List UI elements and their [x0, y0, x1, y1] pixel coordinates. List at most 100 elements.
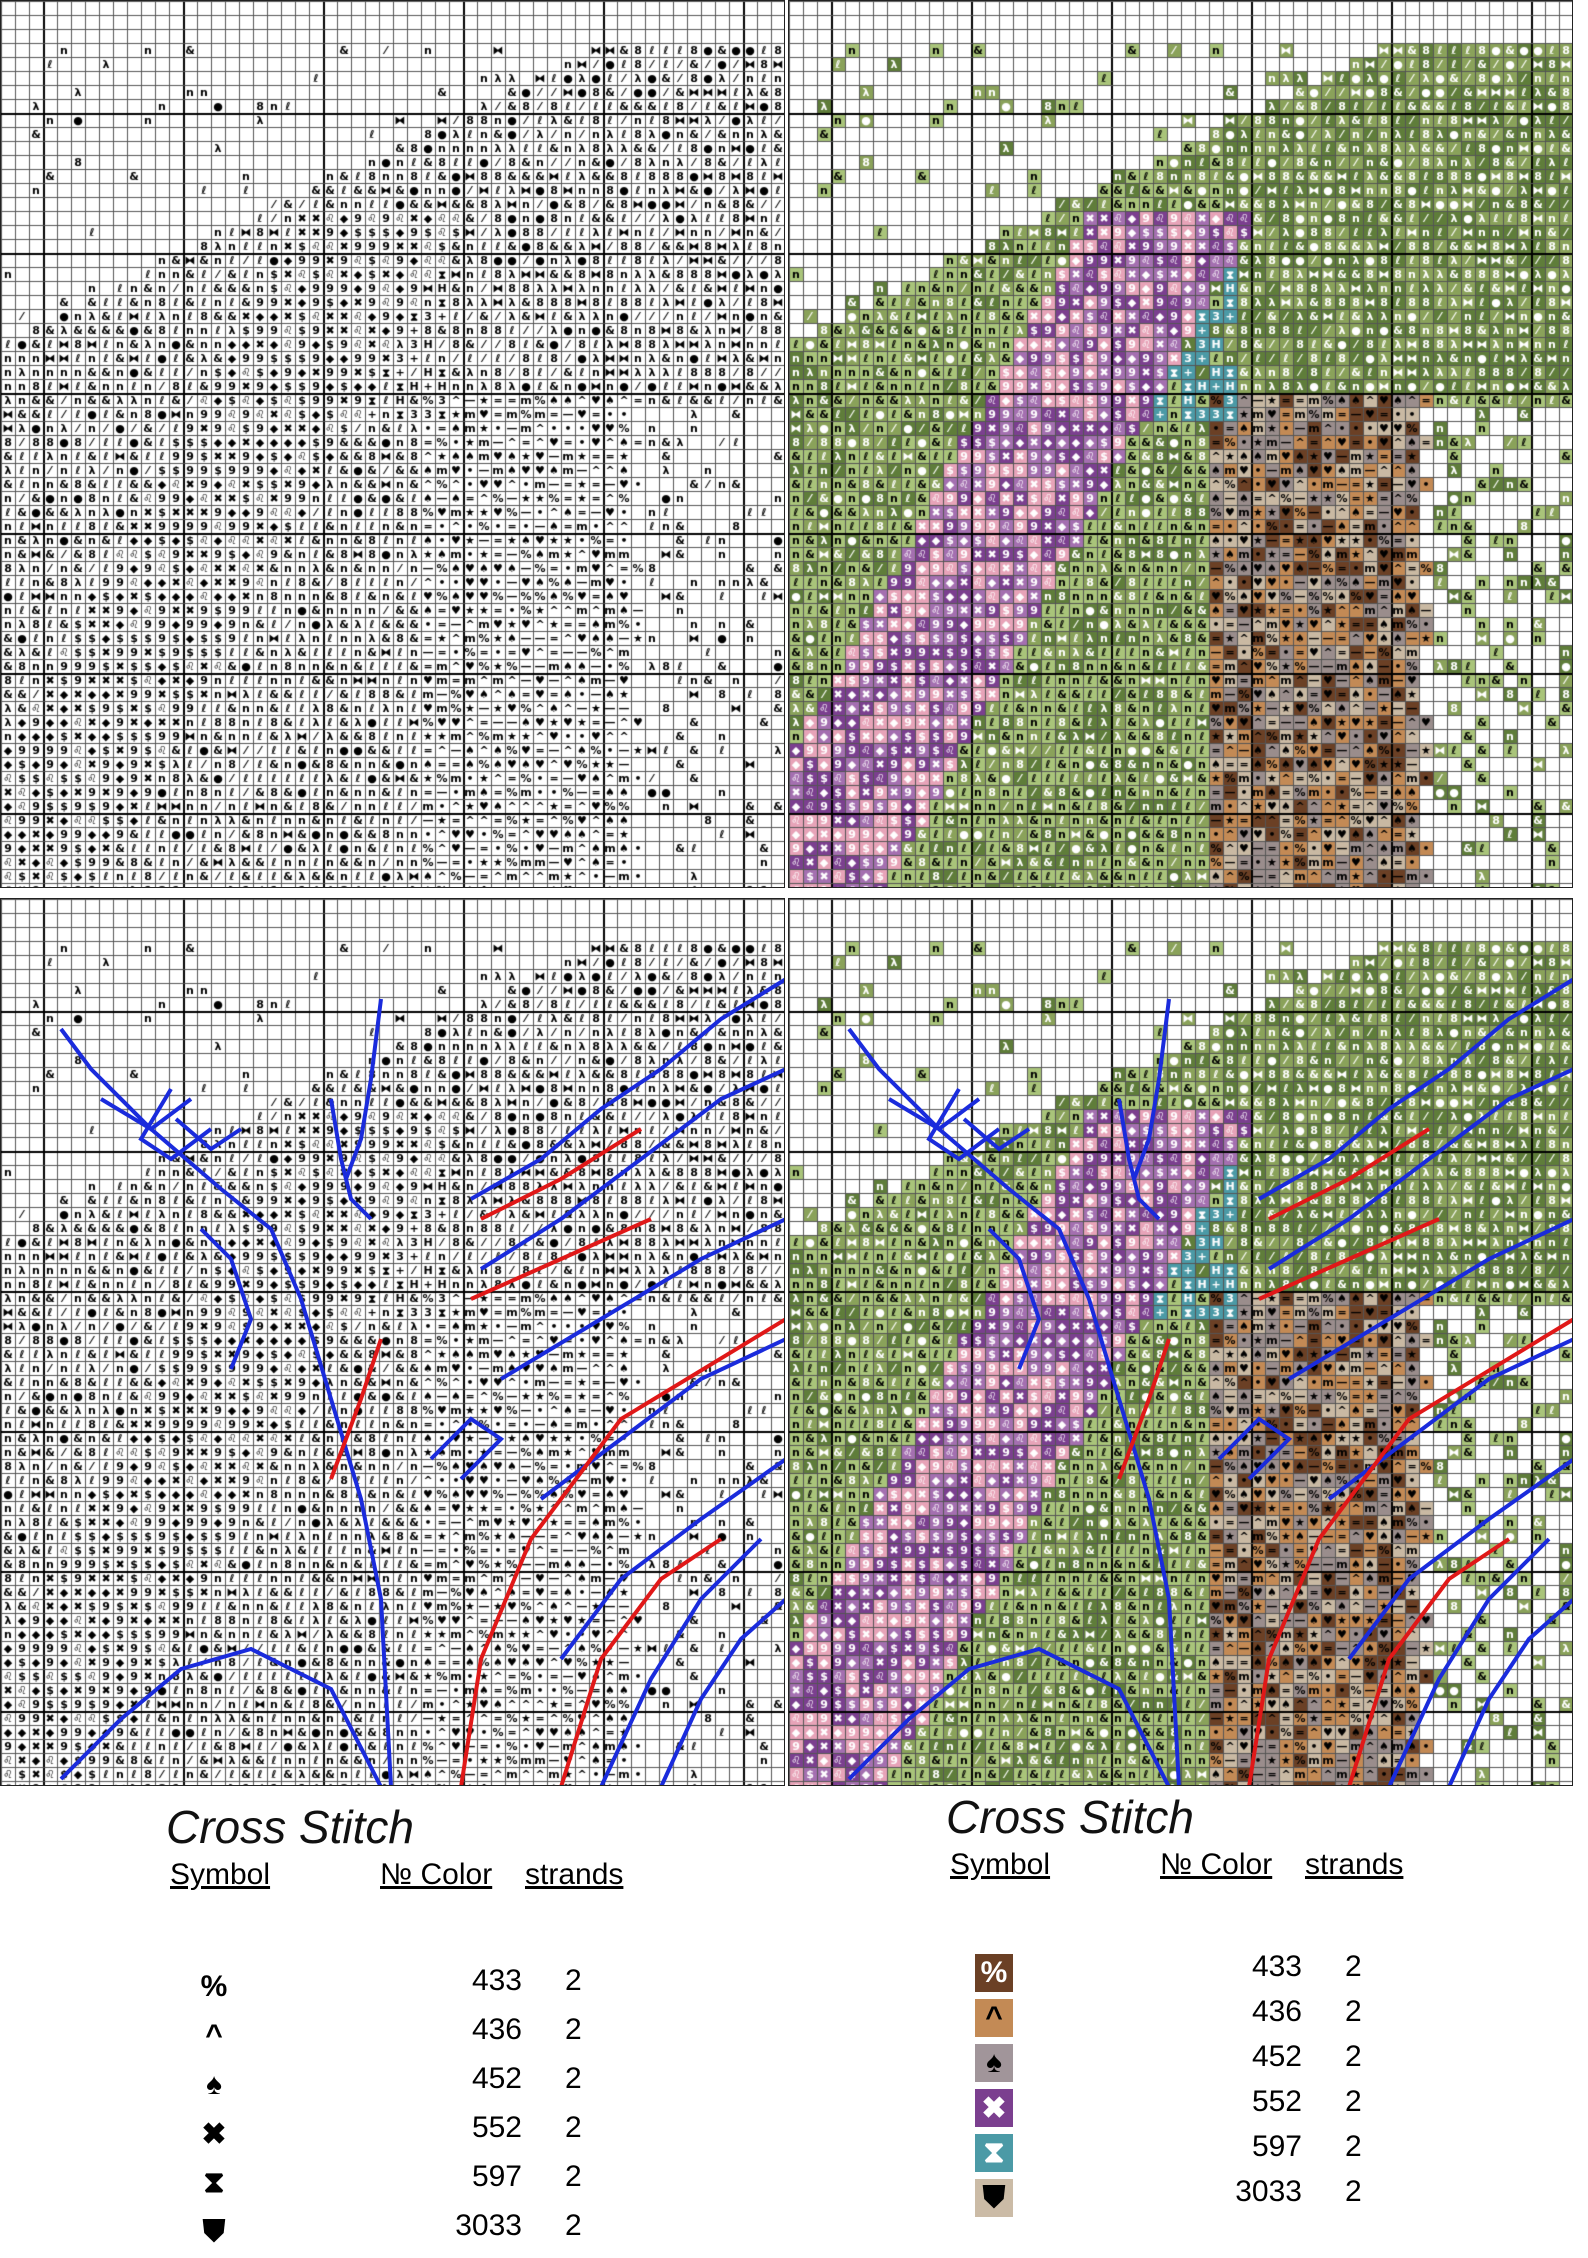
- legend-symbol-icon: ✖: [201, 2117, 227, 2151]
- legend-colored: Cross Stitch Symbol № Color strands % 43…: [940, 1790, 1500, 2220]
- legend-strands: 2: [1345, 2040, 1362, 2073]
- backstitch-line-blue: [926, 1087, 1001, 1162]
- backstitch-line-red: [480, 1127, 643, 1221]
- backstitch-line-red: [329, 1338, 383, 1480]
- backstitch-line-blue: [1217, 1416, 1293, 1481]
- backstitch-lines: [847, 977, 1572, 1785]
- backstitch-lines: [59, 977, 784, 1785]
- legend-symbol-icon: ⛊: [202, 2215, 226, 2248]
- pattern-grid: [789, 1, 1572, 887]
- legend-strands: 2: [1345, 1995, 1362, 2028]
- legend-strands: 2: [1345, 2085, 1362, 2118]
- legend-symbol-icon: ⧗: [975, 2134, 1013, 2172]
- legend-color-number: 436: [471, 2013, 522, 2046]
- backstitch-line-blue: [479, 1067, 784, 1271]
- chart-colored-panel: [788, 0, 1573, 888]
- header-symbol: Symbol: [950, 1848, 1051, 1881]
- legend-color-number: 597: [1251, 2130, 1302, 2163]
- legend-strands: 2: [1345, 2175, 1362, 2208]
- backstitch-line-blue: [138, 1087, 213, 1162]
- legend-symbol-icon: ♠: [206, 2068, 222, 2101]
- chart-symbols-backstitch-panel: [0, 898, 785, 1786]
- legend-row: ✖ 552 2: [940, 2085, 1500, 2130]
- backstitch-line-red: [1247, 1317, 1572, 1785]
- legend-color-number: 552: [471, 2111, 522, 2144]
- legend-strands: 2: [565, 2062, 582, 2095]
- backstitch-line-red: [1117, 1338, 1171, 1480]
- legend-row: ♠ 452 2: [160, 2062, 720, 2111]
- header-strands: strands: [525, 1858, 624, 1891]
- backstitch-line-blue: [1347, 1457, 1572, 1661]
- legend-header: Symbol № Color strands: [940, 1848, 1500, 1892]
- backstitch-line-blue: [59, 1027, 193, 1132]
- legend-row: ♠ 452 2: [940, 2040, 1500, 2085]
- backstitch-line-blue: [887, 1097, 1181, 1785]
- legend-title: Cross Stitch: [166, 1801, 414, 1853]
- header-symbol: Symbol: [170, 1858, 271, 1891]
- legend-symbols: Cross Stitch Symbol № Color strands % 43…: [160, 1800, 720, 2258]
- backstitch-line-blue: [199, 1227, 254, 1370]
- legend-row: ✖ 552 2: [160, 2111, 720, 2160]
- backstitch-line-red: [1268, 1127, 1431, 1221]
- backstitch-line-blue: [1132, 998, 1171, 1180]
- legend-row: ⧗ 597 2: [160, 2160, 720, 2209]
- backstitch-line-blue: [429, 1416, 505, 1481]
- legend-symbol-icon: ^: [205, 2019, 223, 2052]
- legend-color-number: 3033: [455, 2209, 522, 2242]
- legend-strands: 2: [565, 2111, 582, 2144]
- legend-strands: 2: [565, 2013, 582, 2046]
- pattern-grid: [1, 899, 784, 1785]
- backstitch-line-blue: [174, 1117, 243, 1152]
- legend-color-number: 433: [471, 1964, 522, 1997]
- backstitch-line-blue: [1447, 1598, 1572, 1785]
- header-color: № Color: [380, 1858, 493, 1891]
- legend-strands: 2: [565, 1964, 582, 1997]
- backstitch-line-blue: [962, 1117, 1031, 1152]
- legend-row: ⛊ 3033 2: [940, 2175, 1500, 2220]
- backstitch-line-red: [459, 1317, 784, 1785]
- legend-row: ^ 436 2: [160, 2013, 720, 2062]
- chart-symbols-panel: [0, 0, 785, 888]
- legend-strands: 2: [565, 2209, 582, 2242]
- legend-strands: 2: [1345, 1950, 1362, 1983]
- legend-symbol-icon: ⛊: [975, 2179, 1013, 2217]
- legend-symbol-icon: ✖: [975, 2089, 1013, 2127]
- legend-color-number: 3033: [1235, 2175, 1302, 2208]
- backstitch-line-blue: [659, 1598, 784, 1785]
- backstitch-line-blue: [847, 1027, 981, 1132]
- legend-symbol-icon: %: [200, 1970, 228, 2003]
- legend-color-number: 552: [1251, 2085, 1302, 2118]
- chart-colored-backstitch-panel: [788, 898, 1573, 1786]
- legend-strands: 2: [565, 2160, 582, 2193]
- legend-symbol-icon: ♠: [975, 2044, 1013, 2082]
- header-strands: strands: [1305, 1848, 1404, 1881]
- legend-row: % 433 2: [940, 1950, 1500, 1995]
- backstitch-line-blue: [987, 1227, 1042, 1370]
- backstitch-line-red: [470, 1217, 652, 1301]
- backstitch-line-red: [1347, 1537, 1511, 1785]
- backstitch-line-blue: [59, 1646, 383, 1785]
- legend-color-number: 433: [1251, 1950, 1302, 1983]
- backstitch-line-blue: [99, 1097, 393, 1785]
- backstitch-line-blue: [470, 977, 784, 1201]
- backstitch-line-blue: [1387, 1537, 1551, 1785]
- pattern-grid: [1, 1, 784, 887]
- backstitch-line-blue: [1258, 977, 1572, 1201]
- backstitch-line-blue: [1287, 1217, 1572, 1381]
- backstitch-line-blue: [539, 1337, 784, 1501]
- legend-symbol-icon: ⧗: [203, 2166, 225, 2199]
- legend-title: Cross Stitch: [946, 1791, 1194, 1843]
- legend-symbol-icon: %: [975, 1954, 1013, 1992]
- legend-color-number: 436: [1251, 1995, 1302, 2028]
- legend-row: ⛊ 3033 2: [160, 2209, 720, 2258]
- legend-symbol-icon: ^: [975, 1999, 1013, 2037]
- backstitch-line-blue: [1267, 1067, 1572, 1271]
- backstitch-line-blue: [599, 1537, 763, 1785]
- legend-row: ⧗ 597 2: [940, 2130, 1500, 2175]
- backstitch-line-blue: [847, 1646, 1171, 1785]
- backstitch-line-red: [1258, 1217, 1440, 1301]
- legend-color-number: 452: [471, 2062, 522, 2095]
- header-color: № Color: [1160, 1848, 1273, 1881]
- legend-row: ^ 436 2: [940, 1995, 1500, 2040]
- pattern-grid: [789, 899, 1572, 1785]
